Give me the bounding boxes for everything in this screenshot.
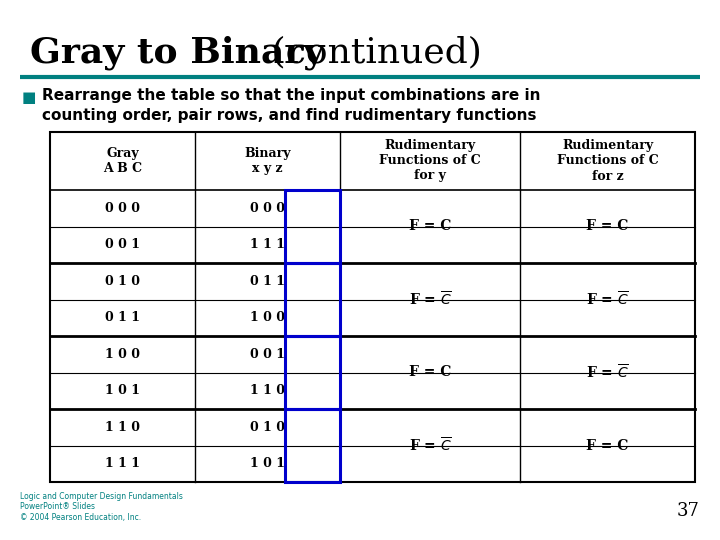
Text: Rearrange the table so that the input combinations are in: Rearrange the table so that the input co… bbox=[42, 88, 541, 103]
Bar bbox=[285, 336, 340, 409]
Text: F = $\overline{C}$: F = $\overline{C}$ bbox=[408, 436, 451, 455]
Text: F = C: F = C bbox=[409, 219, 451, 233]
Text: 1 0 0: 1 0 0 bbox=[250, 311, 285, 324]
Text: 0 1 0: 0 1 0 bbox=[250, 421, 285, 434]
Text: F = C: F = C bbox=[586, 438, 629, 453]
Text: 0 0 0: 0 0 0 bbox=[250, 202, 285, 215]
Text: Rudimentary
Functions of C
for y: Rudimentary Functions of C for y bbox=[379, 139, 481, 183]
Text: 1 1 1: 1 1 1 bbox=[250, 238, 285, 251]
Text: counting order, pair rows, and find rudimentary functions: counting order, pair rows, and find rudi… bbox=[42, 108, 536, 123]
Text: 37: 37 bbox=[677, 502, 700, 520]
Text: F = $\overline{C}$: F = $\overline{C}$ bbox=[586, 291, 629, 309]
Bar bbox=[285, 190, 340, 263]
Text: F = C: F = C bbox=[409, 366, 451, 380]
Bar bbox=[285, 263, 340, 336]
Text: Gray to Binary: Gray to Binary bbox=[30, 35, 325, 70]
Text: 1 0 0: 1 0 0 bbox=[105, 348, 140, 361]
Text: 0 0 1: 0 0 1 bbox=[250, 348, 285, 361]
Text: Rudimentary
Functions of C
for z: Rudimentary Functions of C for z bbox=[557, 139, 658, 183]
Text: ■: ■ bbox=[22, 90, 37, 105]
Text: Logic and Computer Design Fundamentals
PowerPoint® Slides
© 2004 Pearson Educati: Logic and Computer Design Fundamentals P… bbox=[20, 492, 183, 522]
Bar bbox=[285, 409, 340, 482]
Text: 0 0 0: 0 0 0 bbox=[105, 202, 140, 215]
Text: 0 1 1: 0 1 1 bbox=[105, 311, 140, 324]
Text: F = C: F = C bbox=[586, 219, 629, 233]
Text: F = $\overline{C}$: F = $\overline{C}$ bbox=[408, 291, 451, 309]
Text: 1 1 1: 1 1 1 bbox=[105, 457, 140, 470]
Text: 0 1 1: 0 1 1 bbox=[250, 275, 285, 288]
Text: (continued): (continued) bbox=[260, 35, 482, 69]
Text: 0 1 0: 0 1 0 bbox=[105, 275, 140, 288]
Text: 1 0 1: 1 0 1 bbox=[250, 457, 285, 470]
Text: 0 0 1: 0 0 1 bbox=[105, 238, 140, 251]
Text: 1 1 0: 1 1 0 bbox=[250, 384, 285, 397]
Text: F = $\overline{C}$: F = $\overline{C}$ bbox=[586, 363, 629, 382]
Bar bbox=[50, 132, 695, 482]
Text: Binary
x y z: Binary x y z bbox=[244, 147, 291, 175]
Text: 1 0 1: 1 0 1 bbox=[105, 384, 140, 397]
Text: Gray
A B C: Gray A B C bbox=[103, 147, 142, 175]
Text: 1 1 0: 1 1 0 bbox=[105, 421, 140, 434]
